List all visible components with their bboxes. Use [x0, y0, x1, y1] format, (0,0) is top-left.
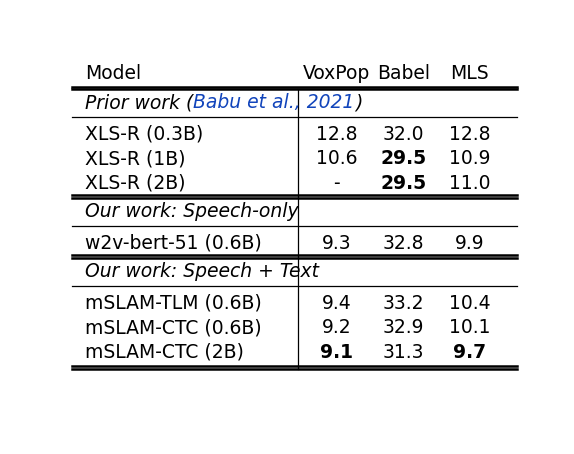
Text: Model: Model [85, 64, 141, 83]
Text: VoxPop: VoxPop [303, 64, 370, 83]
Text: 32.8: 32.8 [382, 234, 424, 253]
Text: Our work: Speech-only: Our work: Speech-only [85, 202, 298, 221]
Text: Babu et al., 2021: Babu et al., 2021 [193, 93, 355, 112]
Text: 32.9: 32.9 [382, 318, 424, 337]
Text: w2v-bert-51 (0.6B): w2v-bert-51 (0.6B) [85, 234, 262, 253]
Text: 9.9: 9.9 [455, 234, 484, 253]
Text: 12.8: 12.8 [316, 125, 357, 143]
Text: 9.3: 9.3 [321, 234, 351, 253]
Text: 32.0: 32.0 [382, 125, 424, 143]
Text: mSLAM-TLM (0.6B): mSLAM-TLM (0.6B) [85, 294, 262, 313]
Text: 9.4: 9.4 [321, 294, 351, 313]
Text: ): ) [355, 93, 362, 112]
Text: Prior work (: Prior work ( [85, 93, 193, 112]
Text: XLS-R (2B): XLS-R (2B) [85, 173, 185, 192]
Text: Babel: Babel [377, 64, 430, 83]
Text: 10.4: 10.4 [449, 294, 491, 313]
Text: 9.7: 9.7 [453, 343, 486, 362]
Text: 10.1: 10.1 [449, 318, 491, 337]
Text: 29.5: 29.5 [380, 149, 426, 168]
Text: -: - [333, 173, 340, 192]
Text: XLS-R (1B): XLS-R (1B) [85, 149, 185, 168]
Text: 31.3: 31.3 [382, 343, 424, 362]
Text: mSLAM-CTC (2B): mSLAM-CTC (2B) [85, 343, 244, 362]
Text: 10.9: 10.9 [449, 149, 491, 168]
Text: 12.8: 12.8 [449, 125, 491, 143]
Text: mSLAM-CTC (0.6B): mSLAM-CTC (0.6B) [85, 318, 262, 337]
Text: 10.6: 10.6 [316, 149, 357, 168]
Text: 29.5: 29.5 [380, 173, 426, 192]
Text: 9.2: 9.2 [321, 318, 351, 337]
Text: MLS: MLS [451, 64, 489, 83]
Text: XLS-R (0.3B): XLS-R (0.3B) [85, 125, 203, 143]
Text: Our work: Speech + Text: Our work: Speech + Text [85, 262, 319, 281]
Text: 33.2: 33.2 [382, 294, 424, 313]
Text: 9.1: 9.1 [320, 343, 353, 362]
Text: 11.0: 11.0 [449, 173, 491, 192]
